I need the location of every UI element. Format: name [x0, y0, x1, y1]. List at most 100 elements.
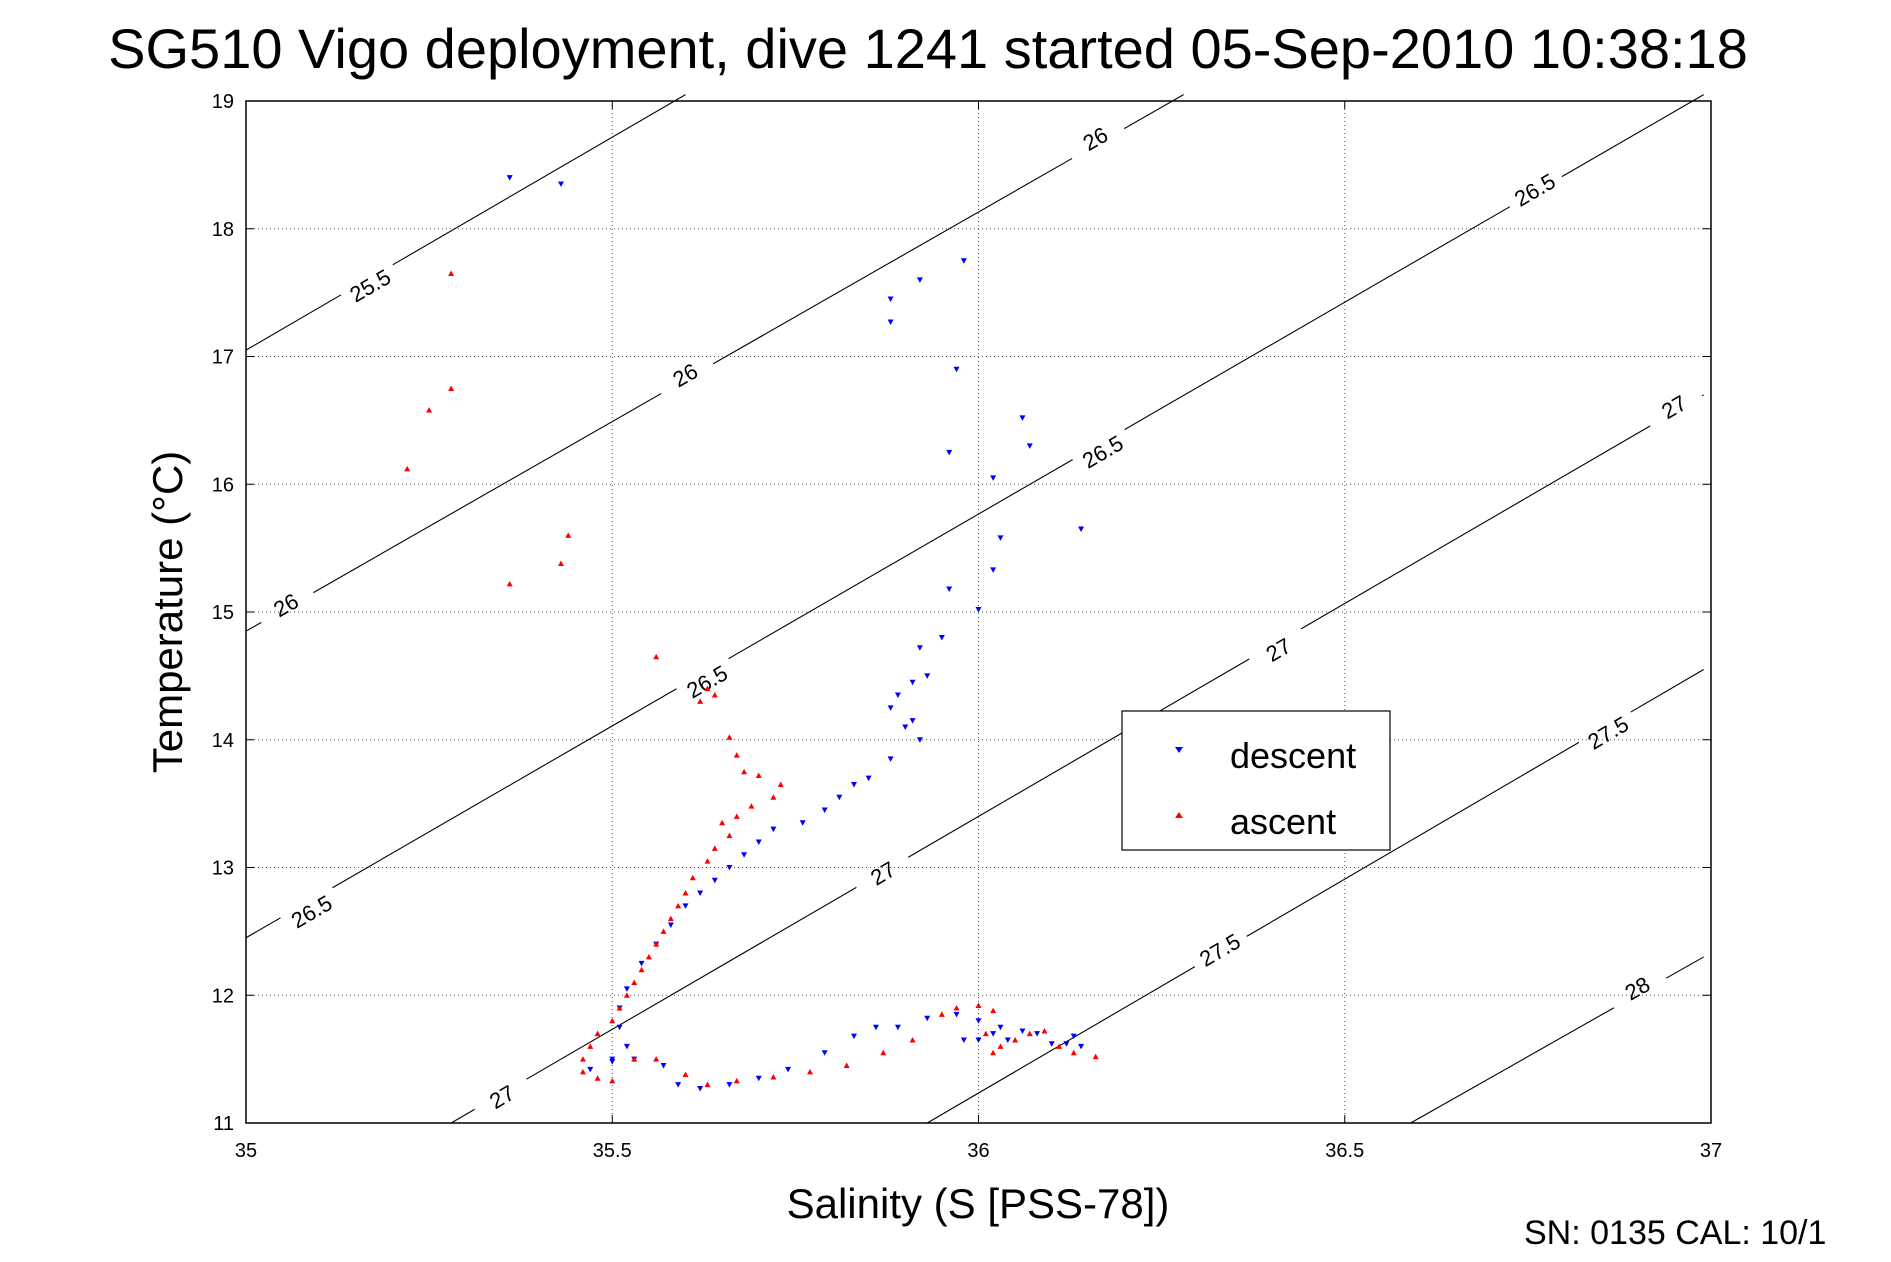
contour-line-27	[1701, 394, 1704, 397]
descent-point	[909, 718, 916, 724]
ascent-point	[733, 752, 740, 758]
descent-point	[960, 258, 967, 264]
descent-point	[623, 1043, 630, 1050]
footer-serial-cal: SN: 0135 CAL: 10/1	[1524, 1214, 1826, 1252]
descent-point	[697, 1086, 704, 1092]
ascent-point	[719, 819, 726, 826]
ascent-point	[609, 1077, 616, 1084]
descent-point	[887, 756, 894, 762]
descent-point	[997, 1024, 1004, 1031]
x-tick-label: 37	[1700, 1140, 1722, 1162]
ascent-point	[975, 1002, 982, 1008]
ascent-point	[1092, 1053, 1099, 1060]
ascent-point	[1056, 1043, 1063, 1049]
descent-point	[675, 1082, 682, 1088]
ascent-point	[616, 1005, 623, 1011]
descent-point	[894, 1024, 901, 1031]
descent-point	[785, 1066, 792, 1073]
descent-point	[660, 1063, 667, 1069]
legend-ascent-marker	[1175, 812, 1183, 818]
descent-point	[887, 319, 894, 326]
ascent-point	[990, 1007, 997, 1014]
descent-point	[1078, 1043, 1085, 1050]
contour-line-28	[1665, 956, 1704, 979]
gridlines	[246, 101, 1711, 1123]
descent-point	[667, 922, 674, 928]
descent-point	[1078, 526, 1085, 532]
ascent-point	[404, 465, 411, 472]
legend-descent-label: descent	[1230, 735, 1356, 776]
ascent-point	[777, 781, 784, 787]
descent-point	[938, 635, 945, 641]
contour-line-27.5	[1630, 669, 1704, 713]
ascent-point	[938, 1011, 945, 1017]
ascent-point	[579, 1056, 586, 1062]
contour-line-26.5	[332, 688, 677, 889]
ascent-point	[631, 1056, 638, 1062]
legend-ascent-label: ascent	[1230, 801, 1336, 842]
legend: descent ascent	[1121, 710, 1391, 851]
descent-point	[997, 535, 1004, 541]
y-tick-label: 18	[212, 219, 234, 241]
ascent-point	[587, 1043, 594, 1049]
ascent-point	[448, 270, 455, 276]
descent-point	[1034, 1031, 1041, 1037]
x-tick-label: 35.5	[593, 1140, 632, 1162]
ascent-point	[653, 941, 660, 947]
descent-point	[623, 986, 630, 992]
contour-line-26	[245, 621, 262, 632]
axis-ticks: 35 35.5 36 36.5 37 11 12 13 14 15 16 17 18 19	[212, 91, 1722, 1162]
y-tick-label: 14	[212, 730, 234, 752]
descent-point	[1026, 443, 1033, 449]
chart-title: SG510 Vigo deployment, dive 1241 started…	[108, 17, 1748, 80]
ascent-point	[653, 1056, 660, 1062]
contour-line-26	[712, 157, 1073, 365]
ascent-point	[807, 1068, 814, 1075]
ascent-point	[704, 685, 711, 692]
descent-point	[975, 1018, 982, 1024]
contour-line-25.5	[245, 294, 342, 351]
ascent-point	[631, 979, 638, 985]
ascent-point	[733, 1077, 740, 1084]
y-tick-label: 16	[212, 474, 234, 496]
ascent-point	[755, 772, 762, 779]
descent-point	[924, 673, 931, 679]
descent-point	[916, 737, 923, 743]
ascent-point	[741, 768, 748, 775]
descent-point	[682, 903, 689, 909]
ascent-point	[997, 1043, 1004, 1049]
descent-point	[960, 1037, 967, 1043]
ascent-point	[609, 1017, 616, 1024]
legend-box	[1121, 710, 1391, 851]
ascent-point	[733, 813, 740, 819]
ascent-point	[880, 1049, 887, 1056]
descent-point	[638, 960, 645, 967]
ascent-point	[689, 874, 696, 881]
descent-point	[850, 781, 857, 788]
descent-point	[1004, 1037, 1011, 1043]
contour-line-25.5	[392, 94, 686, 266]
ascent-point	[645, 953, 652, 960]
descent-point	[1070, 1033, 1077, 1040]
descent-point	[506, 175, 513, 181]
descent-point	[865, 775, 872, 782]
y-tick-label: 19	[212, 91, 234, 113]
descent-point	[755, 1075, 762, 1082]
descent-point	[1019, 415, 1026, 421]
descent-point	[609, 1059, 616, 1065]
ascent-point	[667, 915, 674, 922]
ascent-point	[565, 532, 572, 538]
descent-point	[711, 877, 718, 884]
x-tick-label: 36.5	[1325, 1140, 1364, 1162]
contour-line-26.5	[728, 459, 1073, 660]
ascent-point	[653, 653, 660, 660]
ascent-point	[1026, 1030, 1033, 1037]
descent-point	[990, 475, 997, 481]
ascent-point	[909, 1036, 916, 1043]
ascent-point	[704, 1081, 711, 1088]
descent-point	[821, 807, 828, 814]
y-tick-label: 15	[212, 602, 234, 624]
descent-point	[726, 865, 733, 871]
contour-line-27	[526, 886, 857, 1080]
